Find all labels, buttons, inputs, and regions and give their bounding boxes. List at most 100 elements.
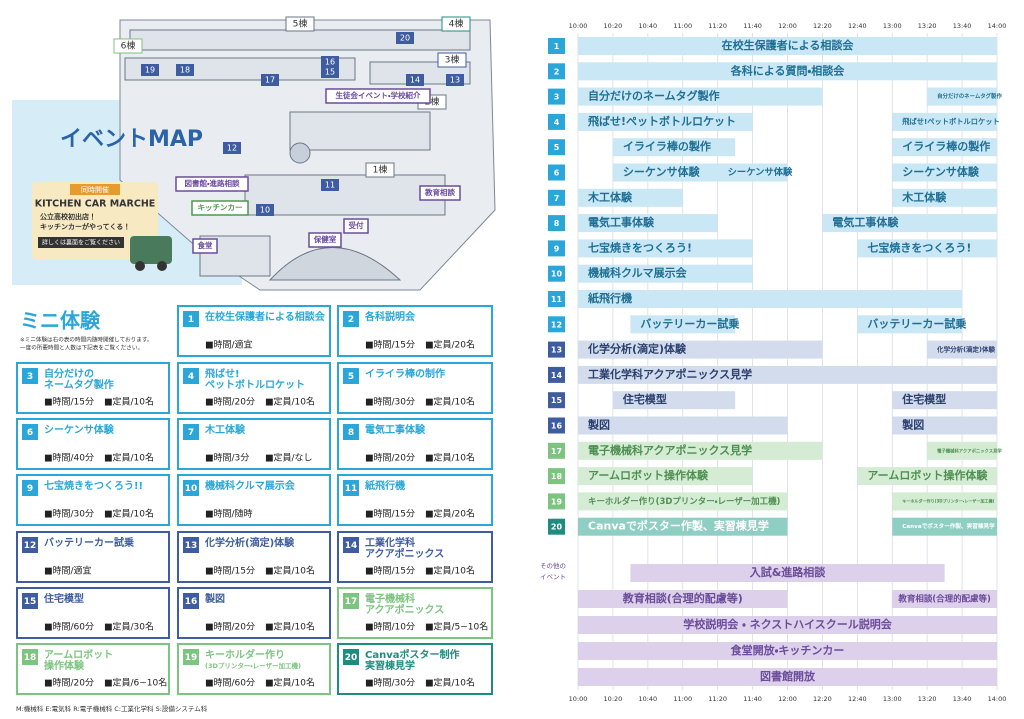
card xyxy=(337,643,493,695)
card-number: 3 xyxy=(27,372,33,382)
time-label: 10:40 xyxy=(638,695,657,703)
card-time: ■時間/3分 xyxy=(205,453,249,464)
bar-label: 図書館開放 xyxy=(760,669,816,683)
time-label: 12:20 xyxy=(813,695,832,703)
room-label: 10 xyxy=(260,206,270,215)
card-number: 18 xyxy=(24,653,37,663)
bar-label: 機械科クルマ展示会 xyxy=(588,266,688,280)
card xyxy=(337,362,493,414)
card-badge xyxy=(183,537,199,553)
card xyxy=(16,587,170,639)
row-badge xyxy=(548,189,565,206)
other-title: イベント xyxy=(540,573,566,581)
spot-tag xyxy=(191,200,249,216)
card-capacity: ■定員/5~10名 xyxy=(425,621,488,633)
card-capacity: ■定員/10名 xyxy=(425,452,475,464)
kc-badge xyxy=(70,184,120,195)
card xyxy=(16,362,170,414)
time-bar xyxy=(578,87,823,106)
time-bar xyxy=(927,441,997,460)
time-label: 13:20 xyxy=(918,695,937,703)
building-label: 1棟 xyxy=(373,164,388,176)
time-bar xyxy=(612,163,718,182)
row-badge xyxy=(548,265,565,282)
row-badge xyxy=(548,417,565,434)
bar-label: 電気工事体験 xyxy=(588,215,655,229)
time-bar xyxy=(578,340,823,359)
row-number: 9 xyxy=(554,244,560,253)
bar-label: 食堂開放・キッチンカー xyxy=(731,643,845,657)
bar-label: 電子機械科アクアポニックス見学 xyxy=(937,447,1002,454)
kc-badge-text: 同時開催 xyxy=(81,185,109,194)
time-label: 10:40 xyxy=(638,22,657,30)
row-number: 11 xyxy=(551,295,563,304)
bar-label: 自分だけのネームタグ製作 xyxy=(588,89,720,103)
row-badge xyxy=(548,139,565,156)
row-badge xyxy=(548,38,565,54)
kc-line: キッチンカーがやってくる！ xyxy=(40,222,130,231)
row-number: 12 xyxy=(551,320,562,329)
time-label: 12:00 xyxy=(778,695,797,703)
room-tag xyxy=(256,204,274,216)
card xyxy=(177,531,331,583)
spot-label: 受付 xyxy=(349,220,364,230)
card-badge xyxy=(183,424,199,440)
room-tag xyxy=(406,74,424,86)
time-label: 10:20 xyxy=(604,695,623,703)
time-bar xyxy=(892,188,997,207)
room-tag xyxy=(321,179,339,191)
bar-label: 木工体験 xyxy=(901,190,947,204)
building-label: 5棟 xyxy=(293,18,308,30)
room-label: 17 xyxy=(265,76,275,85)
card-time: ■時間/15分 xyxy=(365,340,415,351)
time-bar xyxy=(857,315,963,334)
card-title: 工業化学科 xyxy=(365,536,415,549)
card-badge xyxy=(183,593,199,609)
bar-label: 電気工事体験 xyxy=(832,215,899,229)
card-badge xyxy=(22,593,38,609)
time-bar xyxy=(612,391,736,410)
row-number: 16 xyxy=(551,422,563,431)
card xyxy=(16,418,170,470)
room-tag xyxy=(261,74,279,86)
card-capacity: ■定員/10名 xyxy=(104,452,154,464)
spot-label: 図書館・進路相談 xyxy=(184,178,240,188)
card-time: ■時間/20分 xyxy=(365,453,415,464)
card-title: 電気工事体験 xyxy=(365,423,426,436)
bar-label: 製図 xyxy=(901,418,924,432)
card xyxy=(16,531,170,583)
mini-title-box xyxy=(16,305,170,357)
row-badge xyxy=(548,88,565,105)
time-label: 11:40 xyxy=(743,695,762,703)
bar-label: 住宅模型 xyxy=(622,392,667,406)
bar-label: 紙飛行機 xyxy=(588,291,632,305)
row-badge xyxy=(548,316,565,333)
bar-label: 七宝焼きをつくろう! xyxy=(588,240,692,254)
time-bar xyxy=(578,264,753,283)
time-label: 10:00 xyxy=(569,695,588,703)
time-label: 13:20 xyxy=(918,22,937,30)
card xyxy=(16,474,170,526)
card-title: 住宅模型 xyxy=(43,592,84,605)
time-bar xyxy=(578,590,788,608)
time-bar xyxy=(578,441,823,460)
time-label: 13:00 xyxy=(883,695,902,703)
row-badge xyxy=(548,518,565,535)
room-tag xyxy=(321,66,339,78)
time-bar xyxy=(927,87,997,106)
row-badge xyxy=(548,240,565,257)
time-bar xyxy=(892,416,997,435)
card-badge xyxy=(343,368,359,384)
row-badge xyxy=(548,63,565,80)
room-tag xyxy=(223,142,241,154)
row-number: 7 xyxy=(554,194,560,203)
row-badge xyxy=(548,113,565,130)
card xyxy=(177,587,331,639)
bar-label: キーホルダー作り(3Dプリンター・レーザー加工機) xyxy=(902,497,994,503)
row-number: 19 xyxy=(551,497,563,506)
spot-tag xyxy=(343,218,369,234)
building-tag xyxy=(285,16,315,32)
time-bar xyxy=(578,616,997,634)
time-bar xyxy=(822,214,997,233)
